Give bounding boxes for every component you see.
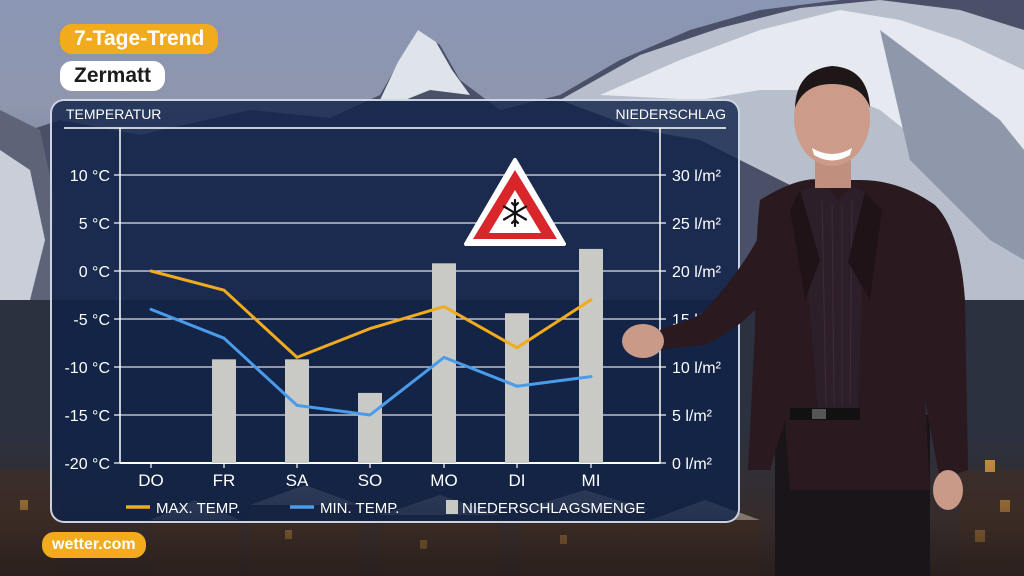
max-temp-line bbox=[149, 269, 593, 359]
left-tick-label: 0 °C bbox=[79, 264, 110, 281]
right-tick-label: 30 l/m² bbox=[672, 168, 722, 185]
brand-logo: wetter.com bbox=[42, 532, 146, 558]
right-tick-label: 5 l/m² bbox=[672, 408, 713, 425]
legend-label: MIN. TEMP. bbox=[320, 500, 399, 517]
x-axis-labels: DO FR SA SO MO DI MI bbox=[138, 471, 600, 490]
precipitation-bar bbox=[505, 313, 529, 463]
left-tick-label: -10 °C bbox=[64, 360, 110, 377]
x-tick-label: SA bbox=[286, 471, 309, 490]
x-tick-label: DO bbox=[138, 471, 164, 490]
legend-swatch bbox=[446, 500, 458, 514]
temperature-lines bbox=[149, 269, 593, 417]
precipitation-bar bbox=[358, 392, 382, 463]
precipitation-bar bbox=[212, 359, 236, 463]
right-axis-title: NIEDERSCHLAG bbox=[616, 106, 726, 122]
left-axis-ticks: 10 °C 5 °C 0 °C -5 °C -10 °C -15 °C -20 °C bbox=[64, 168, 120, 473]
location-badge: Zermatt bbox=[60, 61, 166, 91]
snowflake-warning-icon bbox=[464, 158, 566, 246]
grid-lines bbox=[119, 128, 661, 468]
right-tick-label: 0 l/m² bbox=[672, 456, 713, 473]
legend-label: MAX. TEMP. bbox=[156, 500, 240, 517]
x-tick-label: MI bbox=[582, 471, 601, 490]
x-tick-label: SO bbox=[358, 471, 383, 490]
left-tick-label: -5 °C bbox=[73, 312, 110, 329]
chart-panel bbox=[50, 99, 740, 523]
right-tick-label: 20 l/m² bbox=[672, 264, 722, 281]
min-temp-line bbox=[149, 307, 593, 417]
forecast-title-badge: 7-Tage-Trend bbox=[60, 24, 219, 54]
left-tick-label: -20 °C bbox=[64, 456, 110, 473]
precipitation-bar bbox=[579, 248, 603, 463]
legend-label: NIEDERSCHLAGSMENGE bbox=[462, 500, 645, 517]
precipitation-bars bbox=[212, 248, 603, 463]
x-tick-label: FR bbox=[213, 471, 236, 490]
precipitation-bar bbox=[285, 359, 309, 463]
left-axis-title: TEMPERATUR bbox=[66, 106, 161, 122]
left-tick-label: -15 °C bbox=[64, 408, 110, 425]
left-tick-label: 10 °C bbox=[70, 168, 110, 185]
chart-legend: MAX. TEMP. MIN. TEMP. NIEDERSCHLAGSMENGE bbox=[126, 500, 645, 517]
right-tick-label: 10 l/m² bbox=[672, 360, 722, 377]
x-tick-label: DI bbox=[509, 471, 526, 490]
right-tick-label: 25 l/m² bbox=[672, 216, 722, 233]
x-tick-label: MO bbox=[430, 471, 457, 490]
left-tick-label: 5 °C bbox=[79, 216, 110, 233]
